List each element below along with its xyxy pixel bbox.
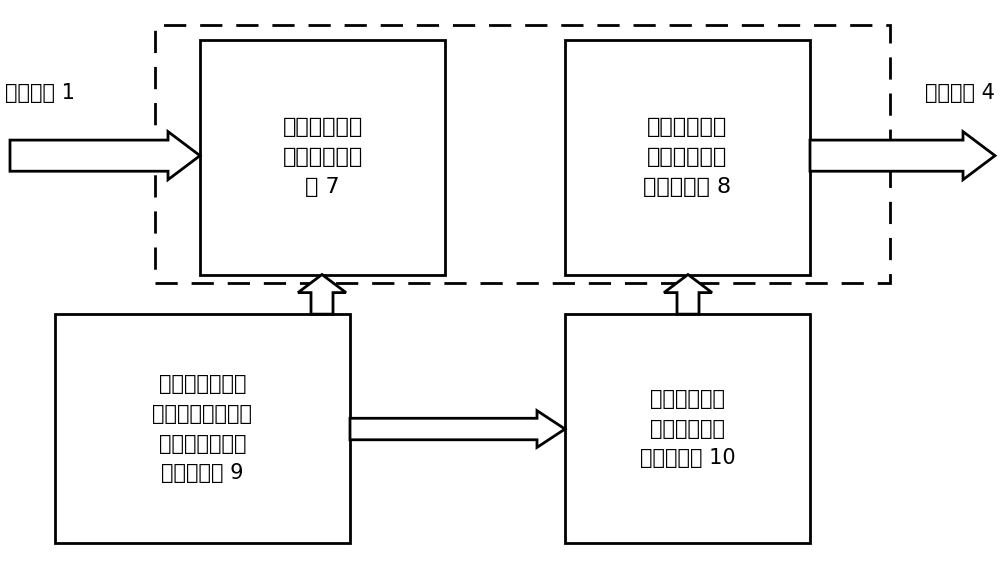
Bar — [55, 314, 350, 543]
Polygon shape — [298, 275, 346, 314]
Text: 数据输入 1: 数据输入 1 — [5, 83, 75, 104]
Bar — [155, 25, 890, 283]
Polygon shape — [810, 132, 995, 180]
Text: 采集到数据位
高电平脉宽解
码 7: 采集到数据位 高电平脉宽解 码 7 — [282, 118, 363, 196]
Polygon shape — [10, 132, 200, 180]
Bar — [565, 314, 810, 543]
Text: 数据大小来调
整数据位高电
平脉宽编码 8: 数据大小来调 整数据位高电 平脉宽编码 8 — [643, 118, 732, 196]
Polygon shape — [350, 411, 565, 447]
Bar — [565, 40, 810, 275]
Text: 通信协议协定起
始位，数据位高电
平占空比表示方
法，停止位 9: 通信协议协定起 始位，数据位高电 平占空比表示方 法，停止位 9 — [152, 374, 252, 483]
Text: 数据位高电平
最小占空比协
定采样速率 10: 数据位高电平 最小占空比协 定采样速率 10 — [640, 389, 735, 468]
Bar — [200, 40, 445, 275]
Text: 数据输出 4: 数据输出 4 — [925, 83, 995, 104]
Polygon shape — [664, 275, 712, 314]
